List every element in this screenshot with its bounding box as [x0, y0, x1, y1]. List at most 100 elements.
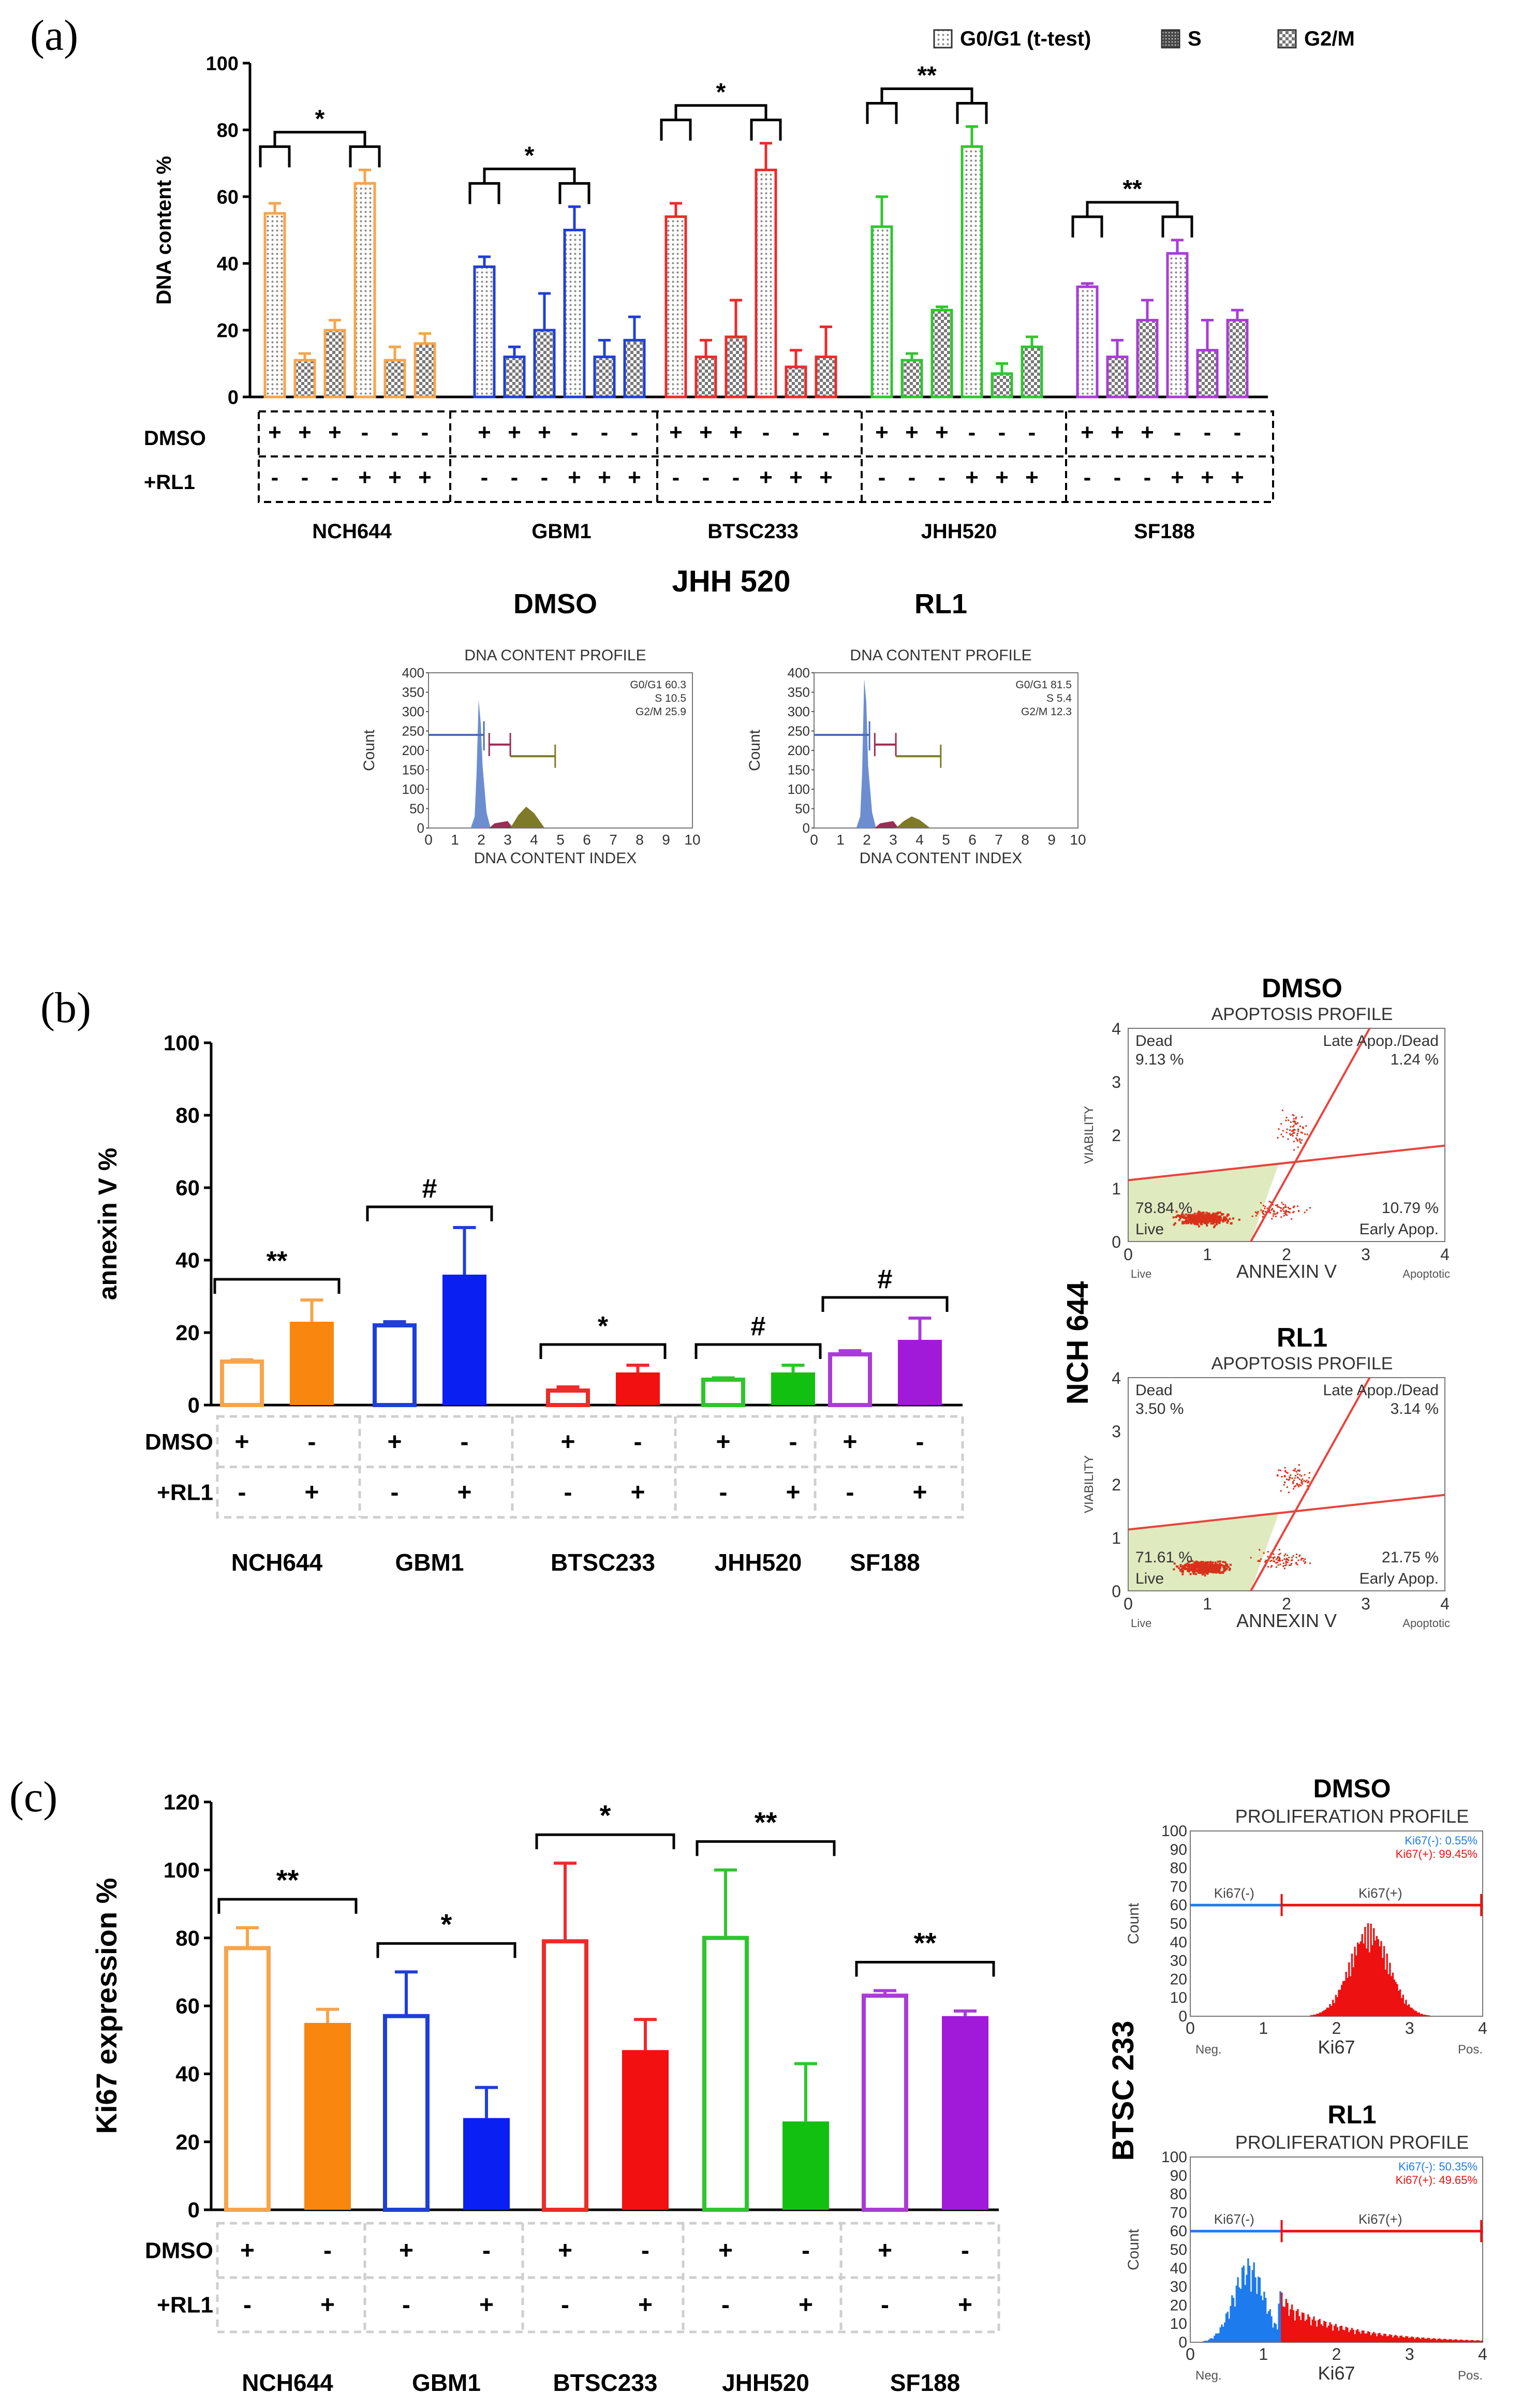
bar-NCH644-1	[293, 359, 316, 398]
nch644-side-title: NCH 644	[1061, 1281, 1095, 1405]
cell-point	[1192, 1217, 1195, 1220]
cell-point	[1204, 1567, 1206, 1569]
rl1-sign: -	[672, 465, 680, 490]
cell-point	[1282, 1110, 1284, 1112]
cell-point	[1273, 1558, 1275, 1560]
cell-point	[1304, 1558, 1306, 1560]
cell-point	[1222, 1572, 1224, 1574]
x-tick-label: 0	[810, 832, 818, 848]
bar-dmso-BTSC233	[546, 1388, 590, 1407]
bar-NCH644-2	[323, 329, 346, 398]
rl1-sign: +	[568, 465, 581, 490]
y-axis-title: Count	[361, 729, 378, 771]
cell-point	[1291, 1559, 1293, 1561]
ki67-bin	[1377, 1939, 1379, 2016]
cell-point	[1184, 1217, 1187, 1220]
group-label-SF188: SF188	[890, 2369, 961, 2396]
cell-point	[1201, 1573, 1204, 1576]
cell-point	[1278, 1558, 1280, 1560]
x-tick-label: 3	[1361, 1245, 1370, 1264]
ki67-bin	[1327, 2007, 1329, 2016]
cell-point	[1228, 1569, 1231, 1571]
significance-bracket	[366, 1205, 493, 1221]
cell-point	[1290, 1126, 1292, 1128]
ki67-bin	[1212, 2339, 1214, 2342]
cell-point	[1189, 1221, 1192, 1223]
cell-point	[1280, 1490, 1282, 1492]
cell-point	[1292, 1481, 1294, 1483]
cell-point	[1294, 1129, 1296, 1131]
ki67-bin	[1402, 1995, 1404, 2016]
cell-point	[1262, 1210, 1264, 1212]
cell-point	[1291, 1218, 1293, 1220]
x-tick-label: 8	[636, 832, 644, 848]
ki67-bin	[1254, 2277, 1257, 2342]
rl1-sign: +	[819, 465, 833, 490]
cell-point	[1195, 1560, 1198, 1563]
y-tick-label: 0	[803, 820, 810, 836]
cell-point	[1280, 1122, 1282, 1125]
bar-NCH644-3	[353, 182, 376, 398]
x-axis-title: ANNEXIN V	[1236, 1610, 1337, 1631]
cell-point	[1309, 1207, 1311, 1209]
cell-point	[1201, 1219, 1203, 1222]
ki67-bin	[1446, 2340, 1448, 2342]
x-tick-label: 2	[1332, 2345, 1341, 2363]
y-tick-label: 10	[1170, 1989, 1187, 2006]
ki67-bin	[1415, 2337, 1417, 2342]
x-tick-label: 6	[968, 832, 977, 848]
y-tick-label: 40	[217, 253, 239, 275]
cell-point	[1288, 1559, 1290, 1561]
ki67-bin	[1402, 2337, 1404, 2342]
ki67-bin	[1348, 2332, 1350, 2342]
cell-point	[1188, 1568, 1191, 1571]
bar-BTSC233-2	[725, 335, 747, 398]
ki67-bin	[1453, 2339, 1455, 2342]
cell-point	[1274, 1560, 1276, 1562]
dmso-sign: +	[669, 420, 683, 445]
rl1-sign: +	[912, 1479, 927, 1506]
cell-point	[1307, 1485, 1309, 1487]
ki67-bin	[1299, 2320, 1302, 2342]
quadrant-late-pct: 3.14 %	[1391, 1400, 1439, 1417]
cell-point	[1288, 1208, 1290, 1210]
cell-point	[1283, 1215, 1285, 1217]
ki67-bin	[1331, 2324, 1333, 2342]
cell-point	[1289, 1208, 1291, 1210]
cell-point	[1193, 1562, 1196, 1565]
panel-b-treatment-table: DMSO +RL1 + - - + NCH644 + - - + GBM1 + - - + BTSC233 + - -…	[145, 1415, 964, 1576]
dmso-sign: -	[762, 420, 770, 445]
ki67-bin	[1480, 2341, 1482, 2342]
cell-point	[1269, 1212, 1272, 1214]
ki67-bin	[1415, 2011, 1417, 2016]
cell-point	[1202, 1219, 1205, 1222]
rl1-sign: -	[564, 1479, 572, 1506]
legend-swatch	[1161, 29, 1180, 49]
rl1-sign: +	[418, 465, 432, 490]
cell-point	[1194, 1217, 1196, 1220]
cell-point	[1277, 1556, 1279, 1558]
cell-point	[1284, 1553, 1287, 1555]
cell-point	[1275, 1566, 1277, 1568]
ki67-bin	[1256, 2294, 1258, 2342]
cell-point	[1218, 1570, 1221, 1572]
ki67-bin	[1347, 2327, 1349, 2342]
x-tick-label: 7	[995, 832, 1003, 848]
significance-bracket	[213, 1278, 341, 1294]
rl1-sign: +	[995, 465, 1009, 490]
ki67-bin	[1424, 2014, 1426, 2016]
quadrant-early: Early Apop.	[1360, 1221, 1439, 1238]
ki67-bin	[1464, 2340, 1466, 2342]
ki67-bin	[1399, 1989, 1401, 2016]
cell-point	[1212, 1222, 1215, 1224]
cell-point	[1268, 1209, 1270, 1212]
bracket-left	[660, 119, 692, 141]
cell-point	[1185, 1564, 1187, 1567]
cell-point	[1288, 1557, 1290, 1559]
significance-mark: *	[441, 1908, 452, 1940]
cell-point	[1226, 1565, 1229, 1568]
cell-point	[1229, 1568, 1231, 1570]
cell-point	[1295, 1116, 1297, 1118]
cell-point	[1189, 1573, 1192, 1575]
cell-point	[1273, 1213, 1275, 1215]
